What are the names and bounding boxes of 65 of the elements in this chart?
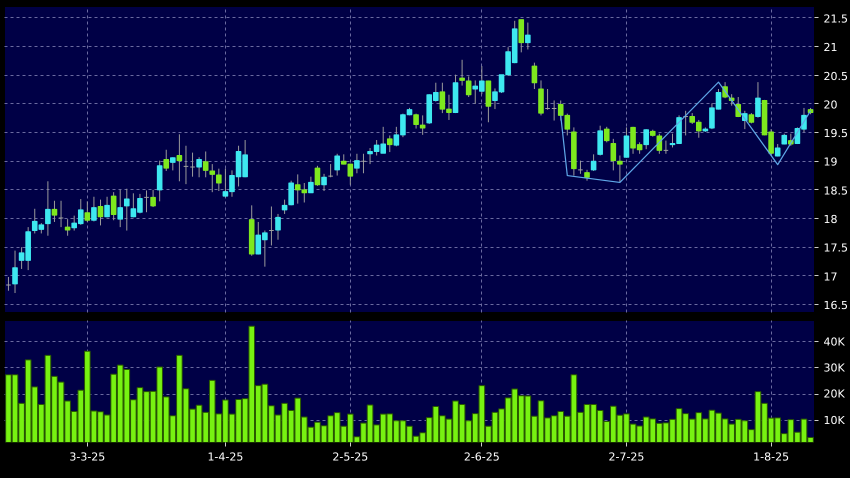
y-tick-label: 10K [824,414,846,427]
candlestick [58,200,64,228]
candlestick [597,125,603,156]
candlestick [12,250,18,294]
x-tick-label: 2-5-25 [332,450,368,464]
candlestick [216,168,222,192]
candlestick [525,22,531,50]
x-tick-label: 1-4-25 [207,450,244,464]
y-tick-label: 17 [824,270,838,284]
candlestick [104,196,110,218]
candlestick [91,196,97,222]
y-tick-label: 16.5 [824,298,848,312]
candlestick [84,200,90,222]
candlestick [663,140,669,154]
y-tick-label: 30K [824,361,846,374]
candlestick [334,153,340,176]
candlestick [682,110,688,136]
y-tick-label: 20 [824,98,838,112]
candlestick [144,190,150,213]
candlestick [774,144,780,158]
y-tick-label: 20.5 [824,70,848,83]
y-tick-label: 17.5 [824,242,848,255]
candlestick [268,206,274,246]
candlestick [45,180,51,236]
candlestick [386,134,393,153]
y-tick-label: 20K [824,388,846,401]
candlestick [584,169,590,182]
candlestick [117,189,124,228]
candlestick [518,19,524,53]
candlestick [643,128,649,150]
candlestick [532,62,538,90]
candlestick [124,188,130,232]
y-tick-label: 18 [824,213,838,226]
candlestick [170,156,176,171]
y-tick-label: 40K [824,335,846,348]
candlestick [64,218,70,236]
candlestick [321,173,327,192]
candlestick [328,164,334,178]
candlestick [544,88,550,110]
candlestick [110,192,116,221]
candlestick [748,112,754,124]
y-tick-label: 19.5 [824,127,848,140]
y-tick-label: 19 [824,156,838,169]
candlestick [551,100,557,122]
candlestick [98,199,104,226]
candlestick [360,153,366,174]
x-tick-label: 2-7-25 [608,450,644,464]
candlestick [590,154,596,172]
candlestick [163,149,170,172]
candlestick [578,160,584,174]
candlestick [275,213,281,240]
x-tick-label: 3-3-25 [69,450,106,464]
x-tick-label: 1-8-25 [753,450,790,464]
candlestick [604,126,610,143]
candlestick [624,126,630,158]
candlestick [314,165,320,186]
y-tick-label: 18.5 [824,184,848,198]
y-tick-label: 21 [824,41,838,54]
candlestick [176,134,182,182]
candlestick [755,82,761,118]
candlestick [6,276,12,292]
x-tick-label: 2-6-25 [464,450,500,464]
candlestick [52,200,58,222]
y-tick-label: 21.5 [824,12,848,26]
candlestick [308,176,314,194]
